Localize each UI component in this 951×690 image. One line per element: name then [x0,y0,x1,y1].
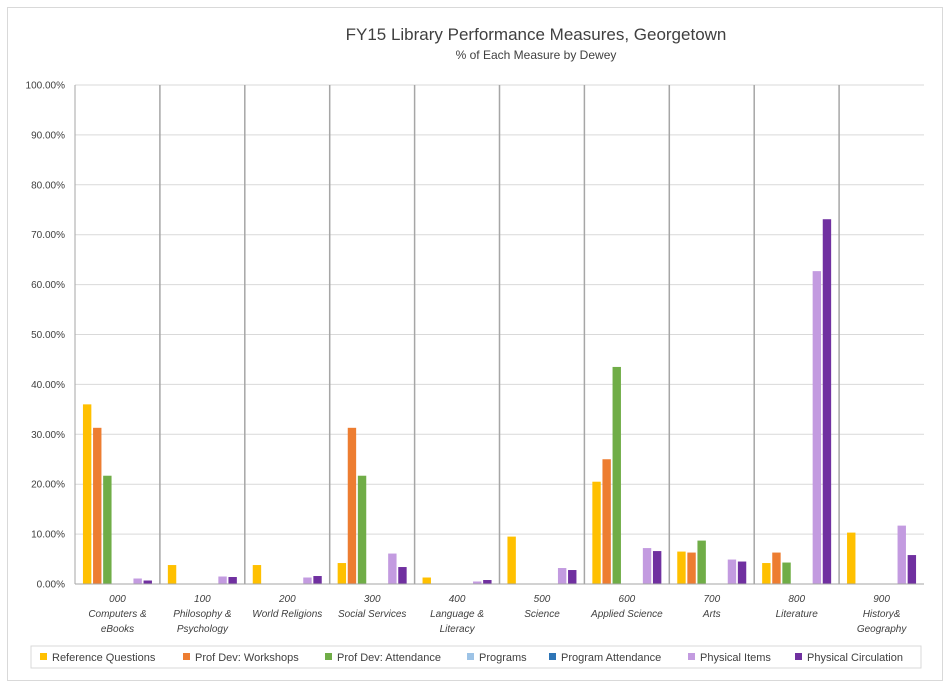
legend-label: Prof Dev: Attendance [337,652,441,664]
bar [252,565,262,584]
bar [388,553,397,584]
x-tick-code: 900 [873,594,890,605]
x-tick-code: 600 [619,594,636,605]
x-tick-label: Geography [857,624,907,635]
bar [677,551,686,584]
bar [93,427,102,584]
x-tick-label: Philosophy & [173,609,232,620]
bar [133,578,142,584]
legend-label: Programs [479,652,527,664]
x-tick-label: Literature [776,609,819,620]
bar [357,475,367,584]
x-tick-code: 700 [703,594,720,605]
x-tick-label: Social Services [338,609,406,620]
x-tick-code: 000 [109,594,126,605]
bar [612,366,621,584]
bar [907,555,917,584]
y-tick-label: 80.00% [31,180,65,191]
chart-title: FY15 Library Performance Measures, Georg… [346,25,727,44]
y-tick-label: 90.00% [31,130,65,141]
category-separators [159,85,840,584]
bar [897,525,906,584]
x-tick-label: Psychology [177,624,229,635]
bar [337,563,347,584]
x-tick-code: 300 [364,594,381,605]
bar [602,459,611,584]
legend-label: Prof Dev: Workshops [195,652,299,664]
bar [592,481,601,584]
x-tick-label: Arts [702,609,721,620]
bar [782,562,791,584]
bars [82,219,917,585]
bar [762,563,771,584]
bar [167,565,177,584]
bar [568,570,577,584]
bar [82,404,92,584]
bar [822,219,832,585]
x-tick-code: 400 [449,594,466,605]
bar [143,580,152,584]
x-tick-label: Language & [430,609,484,620]
y-tick-label: 10.00% [31,530,65,541]
bar [398,567,407,584]
chart-subtitle: % of Each Measure by Dewey [456,48,617,62]
bar [557,568,567,584]
legend-label: Physical Items [700,652,771,664]
legend-label: Reference Questions [52,652,156,664]
bar [727,559,737,584]
bar [347,427,357,584]
x-tick-code: 500 [534,594,551,605]
bar [303,577,312,584]
legend-swatch [325,653,332,660]
legend-swatch [549,653,556,660]
bar [847,532,856,584]
bar [772,552,781,584]
bar [422,577,431,584]
x-tick-label: eBooks [101,624,134,635]
legend-swatch [40,653,47,660]
x-tick-code: 800 [788,594,805,605]
legend-label: Program Attendance [561,652,661,664]
x-tick-label: Applied Science [590,609,663,620]
x-tick-label: History& [863,609,901,620]
legend: Reference Questions Prof Dev: Workshops Pr… [30,645,922,669]
x-axis-labels: 000 Computers & eBooks 100 Philosophy & Psych… [88,594,907,635]
bar [218,576,227,584]
bar [483,580,492,584]
x-tick-code: 100 [194,594,211,605]
legend-swatch [795,653,802,660]
y-tick-label: 60.00% [31,280,65,291]
y-tick-label: 100.00% [26,81,66,92]
y-axis-ticks: 0.00% 10.00% 20.00% 30.00% 40.00% 50.00% 60.00… [26,81,66,591]
bar [652,551,662,584]
y-tick-label: 50.00% [31,330,65,341]
y-tick-label: 0.00% [37,580,65,591]
bar [812,271,822,584]
legend-swatch [688,653,695,660]
legend-swatch [467,653,474,660]
bar [313,576,322,584]
x-tick-code: 200 [278,594,296,605]
bar [473,581,482,584]
x-tick-label: Literacy [440,624,476,635]
x-tick-label: Science [524,609,560,620]
y-tick-label: 20.00% [31,480,65,491]
bar [737,561,747,584]
y-tick-label: 40.00% [31,380,65,391]
legend-swatch [183,653,190,660]
y-tick-label: 30.00% [31,430,65,441]
x-tick-label: World Religions [252,609,322,620]
x-axis [74,85,924,585]
legend-box [30,645,922,669]
legend-label: Physical Circulation [807,652,903,664]
bar [697,540,706,584]
x-tick-label: Computers & [88,609,147,620]
bar [687,552,696,584]
y-tick-label: 70.00% [31,230,65,241]
bar [642,548,652,584]
bar [103,475,112,584]
bar [228,577,237,584]
bar [507,536,516,584]
